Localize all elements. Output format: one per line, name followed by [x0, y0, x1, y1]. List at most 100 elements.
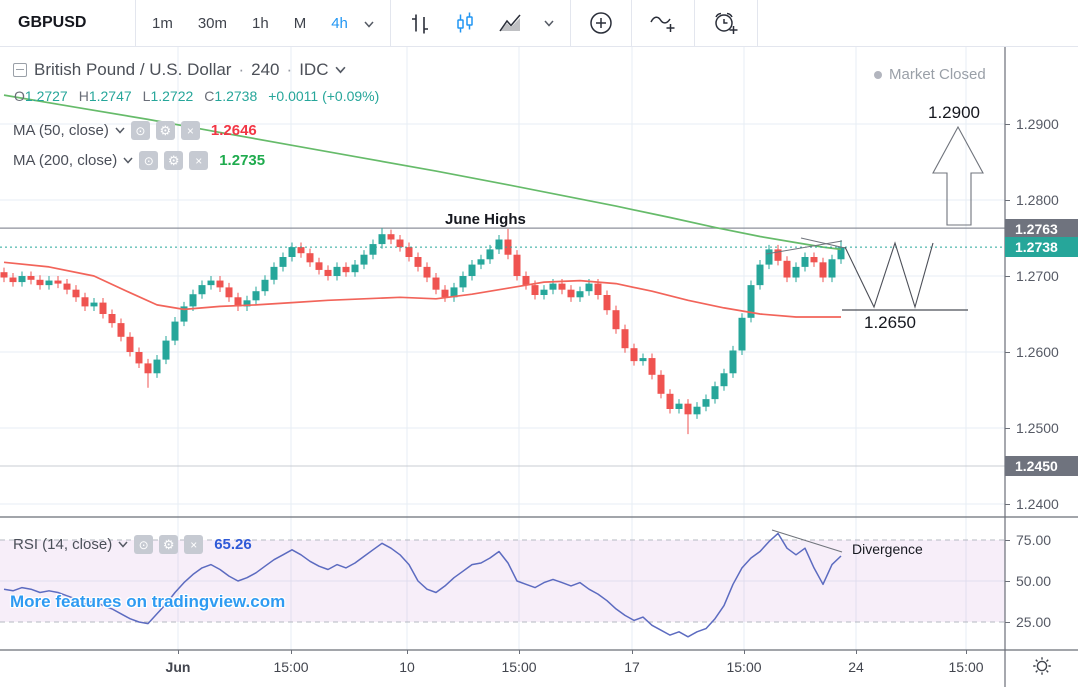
- axis-tick-mark: [1005, 200, 1010, 201]
- axis-tick-label: 1.2600: [1016, 344, 1059, 360]
- timeframe-4h-active[interactable]: 4h: [331, 14, 348, 32]
- candle: [459, 276, 467, 288]
- bars-chart-type-icon[interactable]: [404, 10, 436, 36]
- eye-visibility-icon[interactable]: ⊙: [139, 151, 159, 170]
- indicator-row-ma200: MA (200, close) ⊙ ⚙ × 1.2735: [13, 151, 265, 170]
- axis-tick-label: 50.00: [1016, 573, 1052, 589]
- settings-gear-icon[interactable]: ⚙: [164, 151, 184, 170]
- axis-tick-mark: [1005, 540, 1010, 541]
- ma50-line[interactable]: [3, 261, 841, 318]
- indicator-label[interactable]: MA (200, close): [13, 152, 118, 169]
- collapse-legend-icon[interactable]: [13, 63, 27, 77]
- time-label-17: 17: [624, 659, 640, 675]
- candle: [675, 403, 683, 409]
- candle: [351, 264, 359, 273]
- indicators-icon[interactable]: [645, 9, 681, 37]
- market-status: Market Closed: [874, 66, 986, 83]
- candle: [747, 285, 755, 318]
- drawing-annotations[interactable]: [765, 125, 984, 553]
- axis-tick-label: 75.00: [1016, 532, 1052, 548]
- indicator-chevron-icon[interactable]: [123, 157, 133, 164]
- axis-tick-mark: [1005, 622, 1010, 623]
- candle: [162, 340, 170, 360]
- chart-settings-gear-icon[interactable]: [1030, 654, 1054, 683]
- candle: [684, 403, 692, 415]
- annotation-support-price[interactable]: 1.2650: [864, 313, 916, 332]
- chart-type-menu-chevron-icon[interactable]: [541, 20, 557, 27]
- indicator-value: 1.2735: [219, 152, 266, 169]
- candles-chart-type-icon[interactable]: [449, 10, 481, 36]
- legend-symbol-name: British Pound / U.S. Dollar: [34, 60, 232, 79]
- candle: [180, 306, 188, 322]
- toolbar-divider: [135, 0, 136, 46]
- area-chart-type-icon[interactable]: [494, 10, 528, 36]
- candle: [765, 249, 773, 265]
- candle: [153, 359, 161, 374]
- toolbar-divider: [630, 0, 632, 46]
- candlestick-series[interactable]: [0, 228, 845, 435]
- alert-icon[interactable]: [708, 9, 744, 37]
- candle: [90, 302, 98, 307]
- timeframe-1m[interactable]: 1m: [152, 14, 173, 32]
- timeframe-M[interactable]: M: [293, 14, 307, 32]
- eye-visibility-icon[interactable]: ⊙: [130, 121, 150, 140]
- price-axis[interactable]: 1.2900 1.2800 1.2700 1.2600 1.2500 1.2400 75.0…: [1005, 47, 1078, 650]
- indicator-label[interactable]: MA (50, close): [13, 122, 109, 139]
- indicator-chevron-icon[interactable]: [115, 127, 125, 134]
- indicator-chevron-icon[interactable]: [118, 541, 128, 548]
- symbol-button[interactable]: GBPUSD: [18, 14, 87, 31]
- time-label-15:00: 15:00: [501, 659, 537, 675]
- eye-visibility-icon[interactable]: ⊙: [134, 535, 154, 554]
- indicator-label[interactable]: RSI (14, close): [13, 536, 113, 553]
- rsi-line[interactable]: [3, 532, 842, 638]
- legend-exchange: IDC: [299, 60, 329, 79]
- annotation-divergence[interactable]: Divergence: [852, 541, 923, 557]
- timeframe-menu-chevron-icon[interactable]: [364, 15, 374, 33]
- candle: [261, 279, 269, 292]
- timeframe-30m[interactable]: 30m: [197, 14, 228, 32]
- candle: [279, 257, 287, 267]
- time-label-Jun: Jun: [165, 659, 191, 675]
- remove-indicator-icon[interactable]: ×: [189, 151, 209, 170]
- ohlc-h: H1.2747: [79, 88, 132, 104]
- candle: [792, 266, 800, 278]
- candle: [378, 234, 386, 245]
- ma200-line[interactable]: [3, 94, 842, 251]
- level-lines[interactable]: [0, 227, 1005, 467]
- candle: [576, 291, 584, 298]
- candle: [234, 297, 242, 307]
- candle: [495, 239, 503, 250]
- candle: [126, 336, 134, 352]
- indicator-row-rsi: RSI (14, close) ⊙ ⚙ × 65.26: [13, 535, 252, 554]
- settings-gear-icon[interactable]: ⚙: [159, 535, 179, 554]
- compare-add-icon[interactable]: [584, 9, 618, 37]
- tradingview-link[interactable]: More features on tradingview.com: [10, 592, 286, 611]
- ohlc-c: C1.2738: [204, 88, 257, 104]
- axis-tick-label: 1.2900: [1016, 116, 1059, 132]
- annotation-target-price[interactable]: 1.2900: [928, 103, 980, 122]
- remove-indicator-icon[interactable]: ×: [184, 535, 204, 554]
- candle: [477, 259, 485, 265]
- legend-menu-chevron-icon[interactable]: [335, 66, 346, 74]
- candle: [117, 323, 125, 337]
- candle: [450, 287, 458, 298]
- candle: [783, 260, 791, 278]
- price-badge-1.2450: 1.2450: [1005, 456, 1078, 476]
- candle: [693, 406, 701, 415]
- symbol-legend[interactable]: British Pound / U.S. Dollar · 240 · IDC: [13, 60, 346, 80]
- candle: [297, 247, 305, 254]
- time-axis[interactable]: Jun 15:00 10 15:00 17 15:00 24 15:00: [0, 650, 1005, 687]
- timeframe-1h[interactable]: 1h: [252, 14, 269, 32]
- timeframe-group: 1m 30m 1h M 4h: [136, 15, 364, 32]
- candle: [522, 276, 530, 286]
- candle: [216, 280, 224, 288]
- ohlc-value: 1.2722: [150, 88, 194, 104]
- annotation-june-highs[interactable]: June Highs: [445, 211, 526, 228]
- candle: [432, 277, 440, 290]
- indicator-value: 65.26: [214, 536, 252, 553]
- settings-gear-icon[interactable]: ⚙: [155, 121, 175, 140]
- remove-indicator-icon[interactable]: ×: [180, 121, 200, 140]
- candle: [0, 272, 8, 278]
